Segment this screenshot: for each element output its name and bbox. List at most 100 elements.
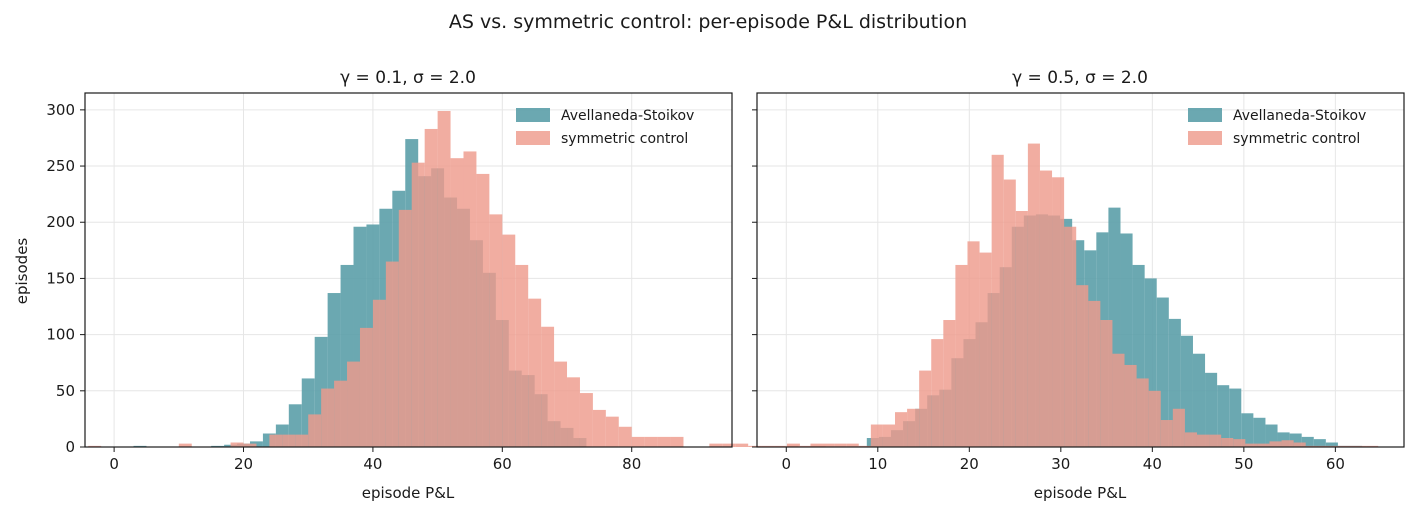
sym-bar — [931, 339, 944, 447]
plot-frame — [756, 92, 1405, 448]
sym-bar — [1100, 320, 1113, 447]
y-axis-label: episodes — [13, 238, 31, 305]
as-bar — [1229, 388, 1242, 447]
x-tick-label: 0 — [782, 455, 792, 473]
sym-bar — [919, 370, 932, 447]
sym-bar — [372, 299, 386, 447]
bars — [88, 110, 826, 448]
sym-bar — [943, 320, 956, 447]
sym-bar — [489, 214, 503, 447]
x-tick-label: 80 — [622, 455, 641, 473]
sym-bar — [541, 326, 555, 447]
sym-bar — [567, 377, 580, 447]
sym-bar — [1269, 441, 1282, 447]
sym-bar — [334, 380, 348, 447]
sym-bar — [1221, 438, 1234, 447]
y-tick-label: 150 — [46, 269, 75, 287]
sym-bar — [1233, 439, 1246, 447]
left-panel-title: γ = 0.1, σ = 2.0 — [340, 68, 476, 88]
sym-bar — [1196, 434, 1210, 447]
legend-label: Avellaneda-Stoikov — [561, 108, 694, 124]
x-tick-label: 50 — [1234, 455, 1253, 473]
sym-bar — [1003, 179, 1016, 448]
sym-bar — [592, 409, 606, 447]
legend-swatch — [1188, 108, 1222, 122]
sym-bar — [644, 436, 658, 447]
sym-bar — [979, 252, 992, 447]
sym-bar — [907, 408, 920, 447]
sym-bar — [1257, 443, 1270, 447]
sym-bar — [178, 443, 192, 447]
sym-bar — [1281, 440, 1294, 447]
sym-bar — [748, 445, 762, 447]
sym-bar — [735, 443, 749, 447]
sym-bar — [895, 412, 908, 447]
x-tick-label: 40 — [1143, 455, 1162, 473]
y-tick-label: 200 — [46, 213, 75, 231]
sym-bar — [1124, 364, 1137, 447]
sym-bar — [554, 361, 568, 447]
x-tick-label: 20 — [234, 455, 253, 473]
sym-bar — [709, 443, 723, 447]
legend-swatch — [1188, 131, 1222, 145]
sym-bar — [463, 151, 477, 447]
y-tick-label: 0 — [65, 438, 75, 456]
as-bar — [1217, 385, 1230, 447]
sym-bar — [282, 434, 296, 447]
sym-bar — [295, 434, 309, 447]
plot-frame — [84, 92, 733, 448]
left-x-axis-label: episode P&L — [362, 484, 455, 502]
x-tick-label: 40 — [363, 455, 382, 473]
sym-bar — [424, 128, 438, 447]
sym-bar — [476, 173, 490, 447]
sym-bar — [967, 241, 980, 447]
right-x-axis-label: episode P&L — [1034, 484, 1127, 502]
sym-bar — [1052, 177, 1065, 448]
sym-bar — [269, 434, 283, 447]
sym-bar — [882, 424, 896, 447]
left-panel: γ = 0.1, σ = 2.0 episode P&L 0 20 40 60 80 0 5… — [46, 68, 826, 502]
sym-bar — [450, 158, 464, 447]
figure-title: AS vs. symmetric control: per-episode P&… — [449, 11, 967, 33]
as-bar — [1301, 436, 1314, 447]
sym-bar — [1293, 442, 1306, 447]
sym-bar — [528, 298, 542, 447]
sym-bar — [1172, 408, 1185, 447]
sym-bar — [810, 443, 823, 447]
sym-bar — [657, 436, 671, 447]
sym-bar — [437, 110, 451, 447]
y-tick-label: 100 — [46, 326, 75, 344]
sym-bar — [670, 436, 684, 447]
sym-bar — [991, 154, 1004, 448]
sym-bar — [605, 416, 619, 447]
sym-bar — [631, 436, 645, 447]
legend: Avellaneda-Stoikov symmetric control — [1188, 108, 1366, 147]
sym-bar — [1027, 143, 1040, 448]
bars — [786, 143, 1379, 448]
legend-swatch — [516, 108, 550, 122]
sym-bar — [955, 264, 968, 447]
sym-bar — [1088, 300, 1101, 447]
sym-bar — [1160, 420, 1173, 447]
as-bar — [1205, 372, 1218, 447]
sym-bar — [1015, 211, 1028, 447]
legend: Avellaneda-Stoikov symmetric control — [516, 108, 694, 147]
sym-bar — [321, 388, 335, 447]
sym-bar — [243, 443, 257, 447]
legend-label: Avellaneda-Stoikov — [1233, 108, 1366, 124]
legend-swatch — [516, 131, 550, 145]
sym-bar — [1039, 170, 1053, 448]
sym-bar — [1148, 390, 1161, 447]
x-tick-label: 30 — [1051, 455, 1070, 473]
sym-bar — [722, 443, 736, 447]
sym-bar — [870, 424, 883, 447]
as-bar — [1313, 439, 1326, 447]
as-bar — [1192, 353, 1206, 447]
legend-label: symmetric control — [1233, 131, 1360, 147]
sym-bar — [1184, 432, 1197, 447]
sym-bar — [1112, 353, 1125, 447]
sym-bar — [834, 443, 847, 447]
x-tick-label: 60 — [493, 455, 512, 473]
x-tick-label: 60 — [1326, 455, 1345, 473]
